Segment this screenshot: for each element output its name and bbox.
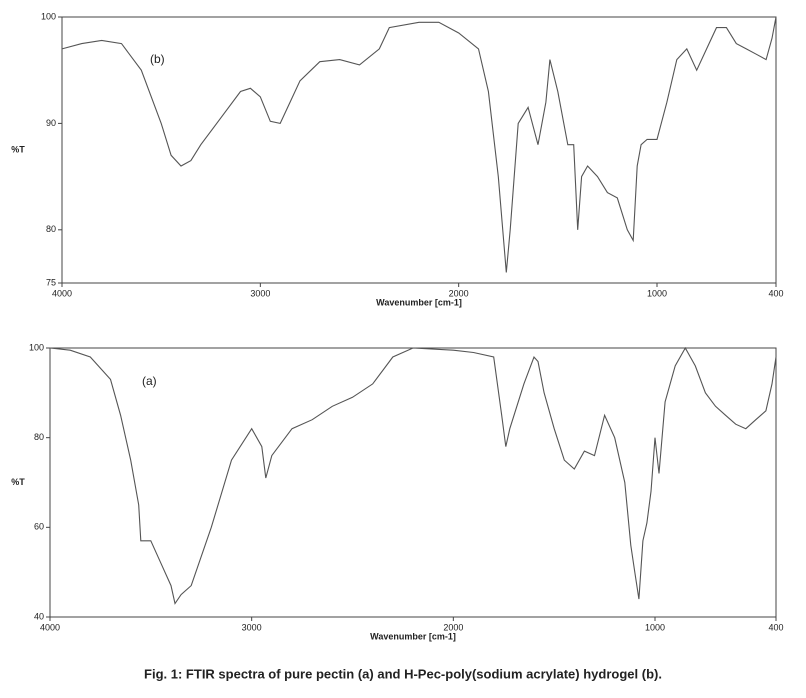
y-axis-label: %T <box>11 144 25 154</box>
y-tick-label: 80 <box>34 432 44 442</box>
x-tick-label: 400 <box>768 622 783 632</box>
x-tick-label: 1000 <box>647 288 667 298</box>
x-tick-label: 4000 <box>40 622 60 632</box>
x-tick-label: 400 <box>768 288 783 298</box>
x-tick-label: 2000 <box>443 622 463 632</box>
y-tick-label: 40 <box>34 611 44 621</box>
y-tick-label: 100 <box>29 342 44 352</box>
panel-label: (b) <box>150 52 165 66</box>
panel-label: (a) <box>142 374 157 388</box>
x-axis-label: Wavenumber [cm-1] <box>376 297 462 307</box>
y-tick-label: 75 <box>46 277 56 287</box>
x-tick-label: 1000 <box>645 622 665 632</box>
y-tick-label: 100 <box>41 11 56 21</box>
x-tick-label: 3000 <box>242 622 262 632</box>
spectrum-line <box>49 346 777 605</box>
x-axis-label: Wavenumber [cm-1] <box>370 631 456 641</box>
plot-frame <box>61 16 777 284</box>
spectrum-line <box>61 16 777 273</box>
x-tick-label: 4000 <box>52 288 72 298</box>
y-tick-label: 90 <box>46 118 56 128</box>
y-tick-label: 80 <box>46 224 56 234</box>
y-axis-label: %T <box>11 477 25 487</box>
x-tick-label: 2000 <box>449 288 469 298</box>
caption: Fig. 1: FTIR spectra of pure pectin (a) … <box>144 666 662 681</box>
y-tick-label: 60 <box>34 522 44 532</box>
x-tick-label: 3000 <box>250 288 270 298</box>
plot-frame <box>49 347 777 618</box>
